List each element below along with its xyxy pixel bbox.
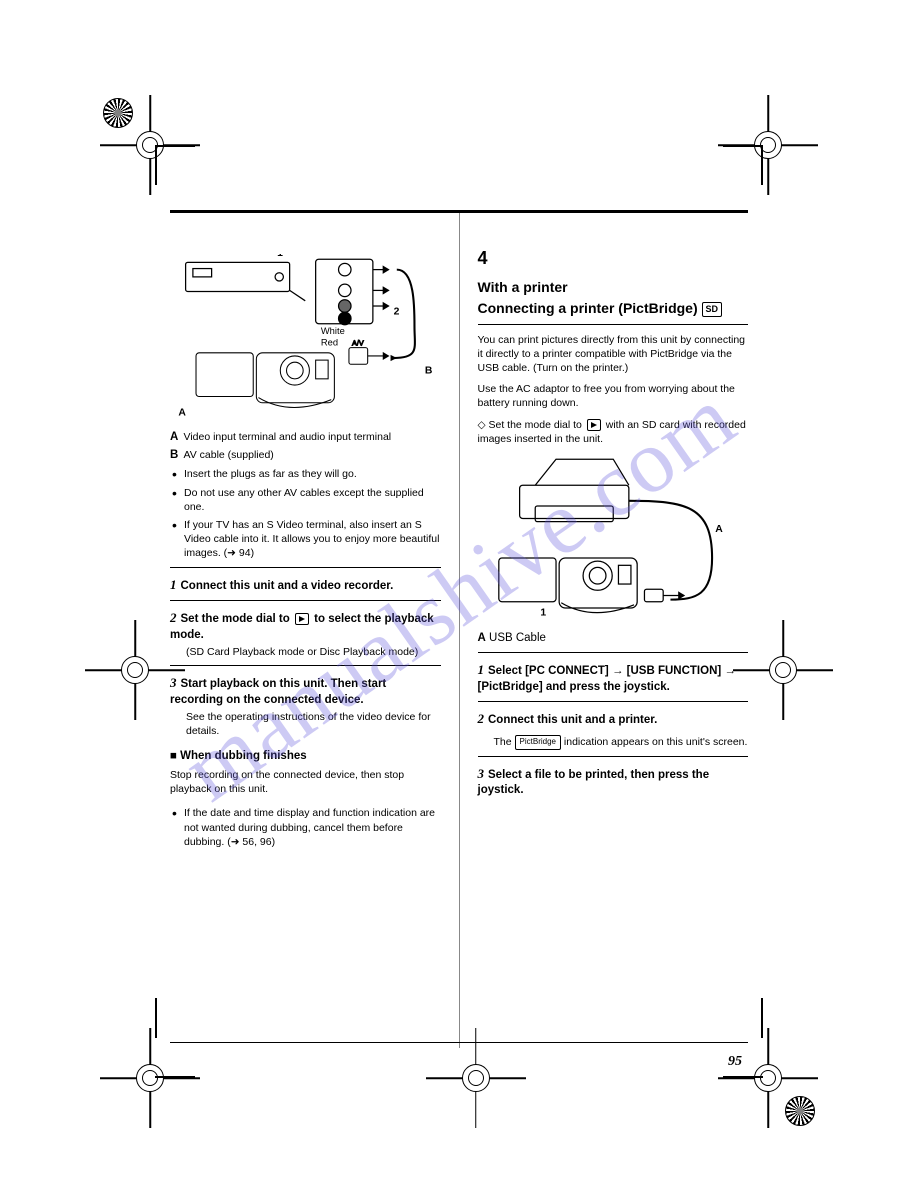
step-l1: 1Connect this unit and a video recorder.	[170, 576, 441, 595]
step-r3: 3Select a file to be printed, then press…	[478, 765, 749, 799]
top-rule	[170, 210, 748, 213]
right-column: 4 With a printer Connecting a printer (P…	[460, 210, 749, 1048]
step-r1: 1Select [PC CONNECT] → [USB FUNCTION] → …	[478, 661, 749, 695]
svg-text:1: 1	[277, 254, 283, 259]
left-column: 1 2 A/V White Red	[170, 210, 460, 1048]
chapter-title: With a printer	[478, 278, 749, 297]
svg-text:B: B	[425, 366, 433, 377]
rule-l1	[170, 567, 441, 568]
regmark-cl	[100, 635, 170, 705]
rule-r0	[478, 324, 749, 325]
diagram-label-a: A Video input terminal and audio input t…	[170, 430, 441, 446]
regmark-cr	[748, 635, 818, 705]
rule-r3	[478, 756, 749, 757]
setup-lead: ◇ Set the mode dial to with an SD card w…	[478, 418, 749, 446]
diagram-label-a-r: A USB Cable	[478, 631, 749, 647]
rule-r1	[478, 652, 749, 653]
sd-icon: SD	[702, 302, 723, 316]
stop-title: ■ When dubbing finishes	[170, 749, 441, 765]
bullet-1: Insert the plugs as far as they will go.	[184, 467, 441, 481]
intro-text: You can print pictures directly from thi…	[478, 333, 749, 376]
diagram-label-b: B AV cable (supplied)	[170, 448, 441, 464]
bullet-2: Do not use any other AV cables except th…	[184, 486, 441, 514]
page-body: 1 2 A/V White Red	[170, 210, 748, 1048]
section-heading: Connecting a printer (PictBridge) SD	[478, 299, 749, 318]
svg-text:A/V: A/V	[352, 339, 364, 348]
svg-text:Red: Red	[321, 338, 338, 348]
regmark-br	[733, 1043, 803, 1113]
rule-l2	[170, 600, 441, 601]
step-l3: 3Start playback on this unit. Then start…	[170, 674, 441, 738]
play-icon	[295, 613, 309, 625]
stop-text: Stop recording on the connected device, …	[170, 768, 441, 796]
intro-text-2: Use the AC adaptor to free you from worr…	[478, 382, 749, 410]
chapter-label: 4	[478, 246, 749, 270]
svg-text:A: A	[715, 524, 723, 535]
step-l2: 2Set the mode dial to to select the play…	[170, 609, 441, 659]
rule-l3	[170, 665, 441, 666]
play-icon-2	[587, 419, 601, 431]
svg-text:1: 1	[540, 608, 546, 619]
rule-r2	[478, 701, 749, 702]
stop-bullet: If the date and time display and functio…	[184, 806, 441, 849]
pictbridge-icon: PictBridge	[515, 735, 561, 750]
regmark-bl	[115, 1043, 185, 1113]
regmark-bc	[441, 1043, 511, 1113]
diagram-printer: A 1	[478, 454, 749, 620]
svg-text:2: 2	[394, 306, 400, 317]
footer-rule	[170, 1042, 748, 1043]
step-r2-note: The PictBridge indication appears on thi…	[494, 735, 749, 750]
svg-text:White: White	[321, 326, 345, 336]
step-r2: 2Connect this unit and a printer.	[478, 710, 749, 729]
page-number: 95	[728, 1054, 742, 1070]
bullet-3: If your TV has an S Video terminal, also…	[184, 518, 441, 561]
diagram-dubbing: 1 2 A/V White Red	[170, 254, 441, 420]
svg-text:A: A	[178, 407, 186, 418]
